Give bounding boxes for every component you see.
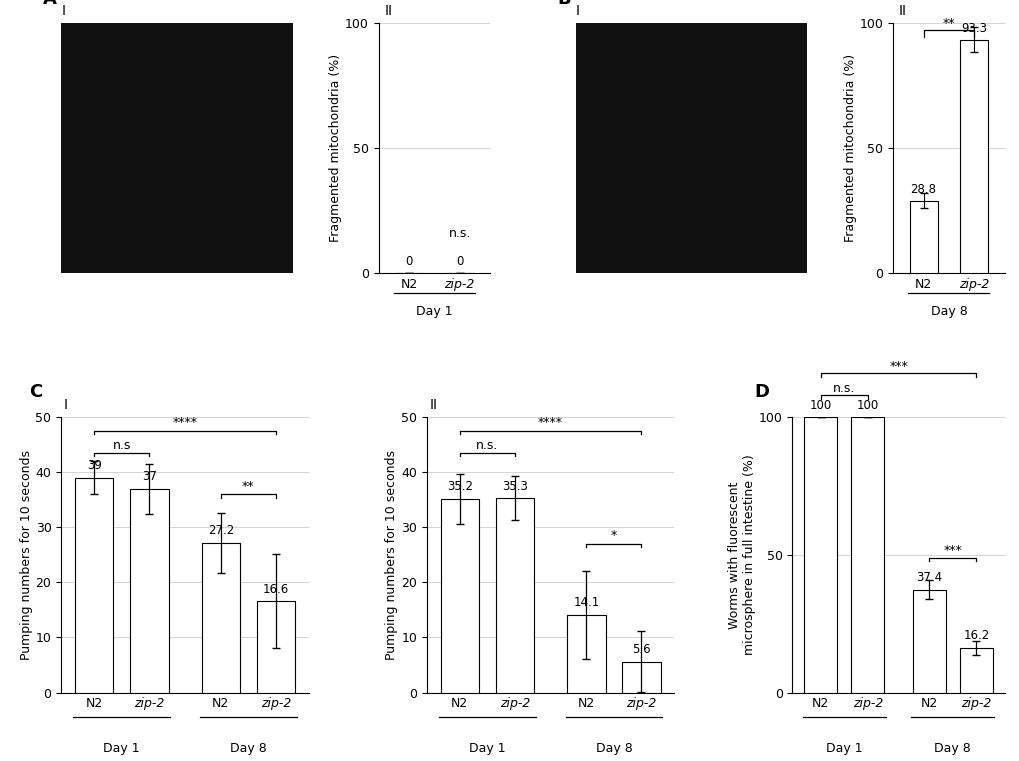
Y-axis label: Pumping numbers for 10 seconds: Pumping numbers for 10 seconds (385, 450, 397, 660)
Text: D: D (753, 383, 768, 401)
Text: **: ** (942, 17, 954, 30)
Bar (803, 417, 837, 693)
Text: Day 8: Day 8 (933, 742, 970, 755)
Bar (959, 648, 991, 693)
Bar (129, 489, 168, 693)
Text: n.s.: n.s. (833, 381, 855, 394)
Text: 28.8: 28.8 (910, 183, 935, 196)
Text: 35.2: 35.2 (446, 480, 473, 493)
Text: n.s.: n.s. (476, 438, 498, 451)
Text: 100: 100 (856, 399, 878, 412)
Text: 16.6: 16.6 (263, 583, 288, 596)
Text: Day 8: Day 8 (929, 305, 966, 318)
Y-axis label: Pumping numbers for 10 seconds: Pumping numbers for 10 seconds (19, 450, 33, 660)
Bar (202, 543, 239, 693)
Bar (74, 478, 113, 693)
Text: n.s: n.s (112, 438, 130, 451)
Text: Day 1: Day 1 (103, 742, 140, 755)
Text: 0: 0 (405, 255, 413, 268)
Text: **: ** (242, 479, 255, 493)
Text: I: I (576, 4, 579, 18)
Bar (257, 601, 294, 693)
Bar (622, 662, 660, 693)
Text: Day 1: Day 1 (825, 742, 862, 755)
Text: Day 1: Day 1 (416, 305, 452, 318)
Text: II: II (898, 4, 906, 18)
Text: A: A (43, 0, 56, 8)
Bar (567, 615, 605, 693)
Text: 27.2: 27.2 (208, 524, 233, 537)
Text: 16.2: 16.2 (962, 629, 988, 642)
Text: ***: *** (943, 544, 961, 557)
Y-axis label: Fragmented mitochondria (%): Fragmented mitochondria (%) (329, 54, 341, 242)
Text: II: II (384, 4, 391, 18)
Y-axis label: Fragmented mitochondria (%): Fragmented mitochondria (%) (843, 54, 856, 242)
Text: *: * (610, 530, 616, 543)
Text: II: II (429, 398, 437, 412)
Text: Day 1: Day 1 (469, 742, 505, 755)
Text: n.s.: n.s. (448, 228, 471, 240)
Y-axis label: Worms with fluorescent
microsphere in full intestine (%): Worms with fluorescent microsphere in fu… (728, 454, 755, 655)
Text: B: B (556, 0, 571, 8)
Text: 0: 0 (455, 255, 463, 268)
Bar (909, 201, 936, 273)
Text: I: I (63, 398, 67, 412)
Text: 100: 100 (809, 399, 832, 412)
Text: I: I (61, 4, 65, 18)
Text: 37.4: 37.4 (915, 571, 942, 584)
Text: ****: **** (538, 416, 562, 429)
Text: 39: 39 (87, 460, 102, 473)
Text: 5.6: 5.6 (632, 643, 650, 656)
Text: ****: **** (172, 416, 198, 429)
Bar (440, 498, 479, 693)
Text: 35.3: 35.3 (501, 479, 527, 493)
Bar (960, 40, 987, 273)
Bar (851, 417, 883, 693)
Text: 93.3: 93.3 (960, 21, 986, 34)
Text: 14.1: 14.1 (573, 597, 599, 610)
Text: C: C (29, 383, 42, 401)
Bar (495, 498, 534, 693)
Text: Day 8: Day 8 (595, 742, 632, 755)
Text: Day 8: Day 8 (229, 742, 266, 755)
Bar (912, 590, 945, 693)
Text: 37: 37 (142, 470, 157, 483)
Text: ***: *** (889, 359, 907, 373)
